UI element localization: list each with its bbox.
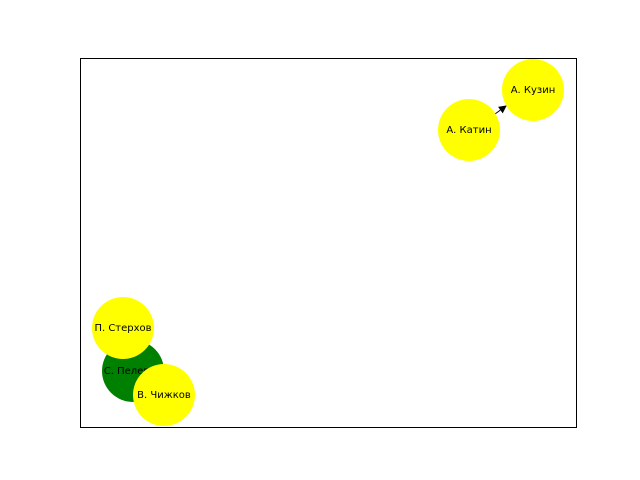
node-katin-label: А. Катин: [446, 125, 491, 136]
plot-frame: [80, 58, 577, 428]
node-kuzin-label: А. Кузин: [511, 85, 556, 96]
node-katin-circle: [438, 99, 500, 161]
node-chizhkov-circle: [133, 364, 195, 426]
node-pelevin-label: С. Пелевин: [104, 366, 163, 377]
node-sterkhov: П. Стерхов: [92, 297, 154, 359]
node-chizhkov: В. Чижков: [133, 364, 195, 426]
node-katin: А. Катин: [438, 99, 500, 161]
node-sterkhov-circle: [92, 297, 154, 359]
node-kuzin-circle: [502, 59, 564, 121]
node-sterkhov-label: П. Стерхов: [94, 323, 151, 334]
edge-katin-kuzin: [494, 105, 507, 115]
node-kuzin: А. Кузин: [502, 59, 564, 121]
node-chizhkov-label: В. Чижков: [137, 390, 191, 401]
